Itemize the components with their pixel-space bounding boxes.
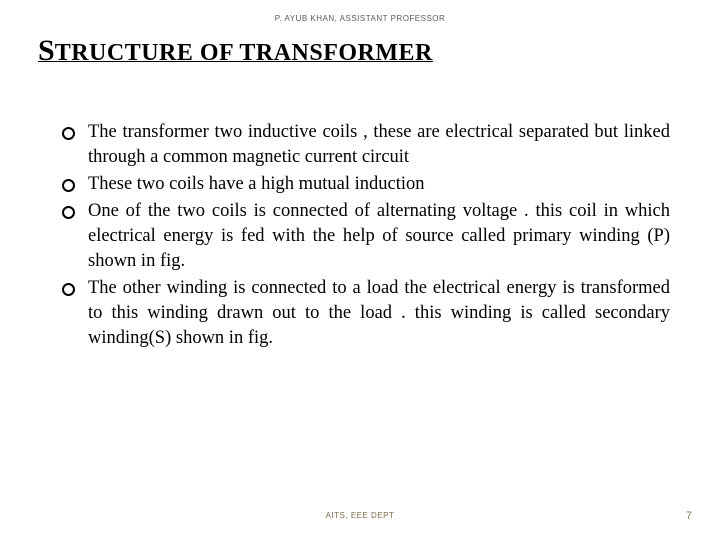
- footer-dept: AITS, EEE DEPT: [0, 511, 720, 520]
- page-number: 7: [686, 510, 692, 522]
- list-item: The other winding is connected to a load…: [60, 276, 670, 351]
- title-first-letter: S: [38, 34, 55, 67]
- slide: P. AYUB KHAN, ASSISTANT PROFESSOR STRUCT…: [0, 0, 720, 540]
- content-area: The transformer two inductive coils , th…: [60, 120, 670, 353]
- header-author-line: P. AYUB KHAN, ASSISTANT PROFESSOR: [0, 14, 720, 23]
- bullet-list: The transformer two inductive coils , th…: [60, 120, 670, 351]
- list-item: These two coils have a high mutual induc…: [60, 172, 670, 197]
- title-rest: TRUCTURE OF TRANSFORMER: [55, 40, 433, 66]
- list-item: One of the two coils is connected of alt…: [60, 199, 670, 274]
- slide-title: STRUCTURE OF TRANSFORMER: [38, 34, 433, 68]
- list-item: The transformer two inductive coils , th…: [60, 120, 670, 170]
